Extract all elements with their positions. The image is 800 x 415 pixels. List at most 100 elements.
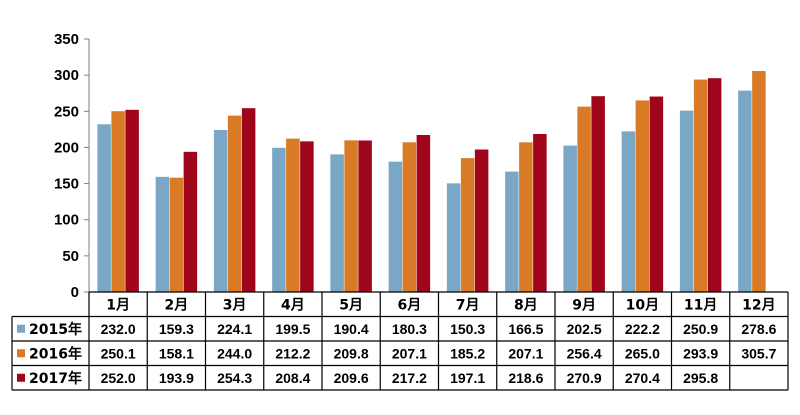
category-label: 3月 (223, 297, 247, 313)
data-cell: 150.3 (450, 321, 485, 337)
bar-s2-c5 (416, 135, 431, 292)
bar-s1-c5 (402, 142, 417, 292)
bar-s0-c4 (330, 154, 344, 292)
data-cell: 193.9 (159, 370, 194, 386)
data-cell: 224.1 (217, 321, 252, 337)
category-label: 12月 (742, 297, 775, 313)
category-label: 8月 (514, 297, 538, 313)
bar-s0-c8 (563, 145, 577, 292)
bar-s2-c4 (358, 140, 372, 292)
data-cell: 293.9 (683, 345, 718, 361)
data-cell: 256.4 (567, 345, 602, 361)
category-label: 1月 (106, 297, 130, 313)
bar-s2-c7 (533, 133, 547, 292)
bar-s1-c2 (227, 115, 242, 293)
data-cell: 202.5 (567, 321, 602, 337)
data-cell: 222.2 (625, 321, 660, 337)
bar-s1-c9 (635, 100, 650, 292)
legend-key-1 (17, 349, 25, 358)
series-name: 2015年 (29, 321, 82, 338)
y-tick-label: 350 (54, 31, 79, 48)
bar-s0-c5 (388, 161, 403, 292)
data-cell: 232.0 (101, 321, 136, 337)
y-axis: 0 50 100 150 200 250 300 350 (54, 31, 90, 301)
bar-s2-c0 (125, 109, 139, 292)
bar-s2-c2 (241, 108, 256, 293)
category-label: 7月 (456, 297, 480, 313)
bar-s0-c2 (213, 130, 228, 292)
series-name: 2016年 (29, 345, 82, 362)
bar-s2-c9 (649, 96, 664, 292)
y-tick-label: 50 (62, 248, 79, 265)
category-label: 9月 (572, 297, 596, 313)
data-cell: 190.4 (334, 321, 369, 337)
y-tick-label: 250 (54, 103, 79, 120)
category-label: 6月 (398, 297, 422, 313)
data-cell: 252.0 (101, 370, 136, 386)
data-cell: 208.4 (275, 370, 310, 386)
bar-s0-c6 (446, 183, 461, 292)
legend-key-2 (17, 373, 25, 382)
category-label: 10月 (626, 297, 659, 313)
bar-s1-c10 (693, 79, 708, 292)
data-cell: 250.9 (683, 321, 718, 337)
bar-s0-c10 (679, 110, 694, 292)
category-label: 11月 (684, 297, 717, 313)
bar-s0-c1 (155, 176, 170, 292)
bar-s0-c3 (272, 147, 286, 292)
data-table: 1月 2月 3月 4月 5月 6月 7月 8月 9月 10月 11月 12月 2015年 232.0 159… (11, 291, 789, 391)
category-label: 4月 (281, 297, 305, 313)
bar-s1-c0 (111, 111, 125, 293)
data-cell: 199.5 (275, 321, 310, 337)
bar-s1-c8 (577, 106, 591, 292)
data-cell: 159.3 (159, 321, 194, 337)
data-cell: 209.6 (334, 370, 369, 386)
data-cell: 209.8 (334, 345, 369, 361)
bar-s0-c0 (97, 124, 111, 292)
y-tick-label: 300 (54, 67, 79, 84)
bar-s1-c6 (460, 158, 475, 292)
data-cell: 217.2 (392, 370, 427, 386)
data-cell: 158.1 (159, 345, 194, 361)
y-tick-label: 150 (54, 176, 79, 193)
bar-s2-c3 (300, 141, 314, 292)
legend-key-0 (17, 324, 25, 333)
data-cell: 270.9 (567, 370, 602, 386)
bar-s2-c8 (591, 96, 605, 293)
data-cell: 278.6 (741, 321, 776, 337)
bar-s2-c6 (474, 149, 489, 292)
y-tick-label: 200 (54, 139, 79, 156)
data-cell: 295.8 (683, 370, 718, 386)
data-cell: 180.3 (392, 321, 427, 337)
bar-s1-c1 (169, 177, 184, 292)
data-cell: 305.7 (741, 345, 776, 361)
y-tick-label: 100 (54, 212, 79, 229)
data-cell: 185.2 (450, 345, 485, 361)
series-name: 2017年 (29, 370, 82, 387)
category-label: 5月 (339, 297, 363, 313)
bar-s1-c11 (752, 71, 766, 293)
bar-s1-c4 (344, 140, 358, 292)
bar-s2-c1 (183, 151, 198, 292)
data-cell: 254.3 (217, 370, 252, 386)
data-cell: 207.1 (508, 345, 543, 361)
bar-s2-c10 (707, 78, 722, 293)
bars-layer (97, 71, 766, 293)
data-cell: 218.6 (508, 370, 543, 386)
bar-s1-c3 (286, 138, 300, 292)
data-cell: 207.1 (392, 345, 427, 361)
bar-s1-c7 (519, 142, 533, 292)
category-label: 2月 (165, 297, 189, 313)
data-cell: 250.1 (101, 345, 136, 361)
y-tick-label: 0 (71, 284, 79, 301)
bar-s0-c11 (738, 90, 752, 292)
data-cell: 244.0 (217, 345, 252, 361)
bar-s0-c9 (621, 131, 636, 292)
data-cell: 166.5 (508, 321, 543, 337)
bar-s0-c7 (505, 171, 519, 292)
data-cell: 212.2 (275, 345, 310, 361)
data-cell: 197.1 (450, 370, 485, 386)
data-cell: 265.0 (625, 345, 660, 361)
